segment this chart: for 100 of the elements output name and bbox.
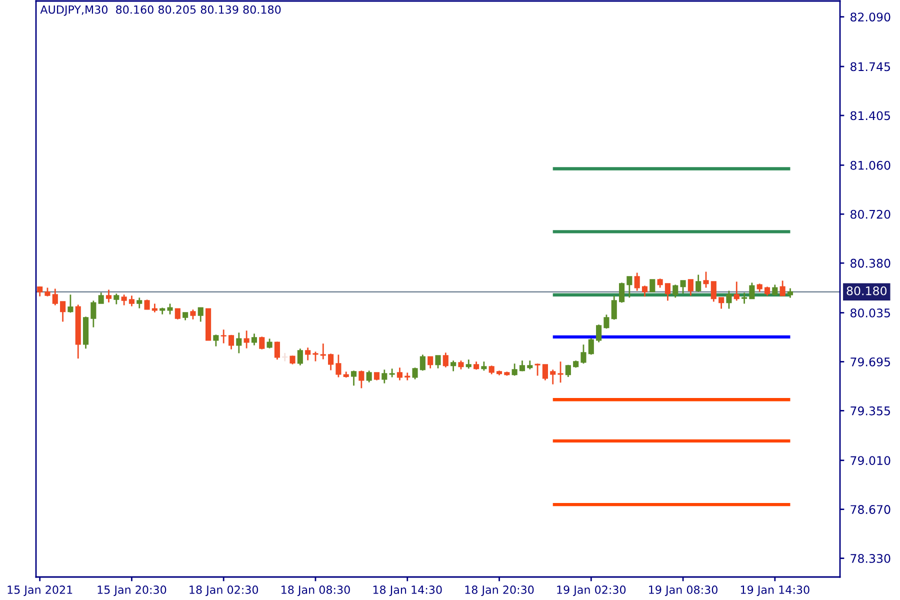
candlestick (734, 280, 740, 302)
x-tick-label: 15 Jan 20:30 (98, 586, 166, 596)
y-tick-label: 79.010 (850, 456, 890, 466)
candlestick (696, 274, 702, 292)
candlestick (244, 330, 250, 350)
candlestick (703, 271, 709, 288)
candlestick (565, 364, 571, 378)
candlestick (114, 292, 120, 305)
candlestick (190, 308, 196, 320)
candlestick (90, 300, 96, 328)
candlestick (128, 294, 134, 307)
candlestick (618, 282, 625, 304)
candlestick (742, 292, 748, 304)
candlestick (136, 296, 142, 309)
x-tick-label: 18 Jan 20:30 (465, 586, 534, 596)
candlestick (144, 298, 150, 310)
candlestick (680, 280, 686, 294)
x-tick-label: 19 Jan 02:30 (557, 586, 626, 596)
x-tick-label: 19 Jan 14:30 (740, 586, 810, 596)
candlestick (259, 336, 265, 350)
candlestick (236, 332, 242, 354)
y-tick-label: 81.405 (850, 111, 890, 120)
x-tick-label: 18 Jan 08:30 (282, 586, 350, 596)
candlestick (466, 358, 472, 370)
candlestick (167, 302, 173, 316)
candlestick (657, 278, 663, 288)
x-tick-label: 18 Jan 02:30 (190, 586, 258, 596)
candlestick (305, 346, 311, 361)
candlestick (320, 342, 326, 360)
candlestick (611, 294, 617, 320)
candlestick (718, 296, 724, 310)
candlestick (389, 368, 395, 378)
x-tick-label: 19 Jan 08:30 (649, 586, 718, 596)
candlestick (174, 308, 180, 320)
candlestick (213, 334, 219, 348)
candlestick (442, 352, 448, 368)
candlestick (220, 328, 226, 344)
chart-title: AUDJPY,M30 80.160 80.205 80.139 80.180 (40, 5, 281, 16)
y-tick-label: 78.670 (850, 505, 890, 514)
candlestick (726, 290, 732, 310)
candlestick (450, 360, 456, 372)
candlestick (274, 341, 280, 360)
candlestick (266, 338, 272, 350)
x-tick-label: 15 Jan 2021 (8, 586, 72, 596)
y-tick-label: 79.355 (850, 406, 890, 416)
candlestick (428, 356, 434, 370)
candlestick (588, 338, 594, 356)
candlestick (336, 354, 342, 378)
candlestick (596, 324, 602, 343)
candlestick (710, 280, 716, 302)
candlestick (772, 284, 778, 296)
candlestick (688, 278, 694, 296)
y-tick-label: 80.380 (850, 258, 890, 268)
candlestick (366, 370, 372, 384)
candlestick (328, 352, 334, 371)
candlestick (558, 360, 564, 384)
candlestick (749, 282, 755, 300)
candlestick (550, 368, 556, 386)
candlestick (312, 350, 318, 362)
candlestick (121, 294, 127, 306)
candlestick (382, 368, 388, 384)
candlestick (650, 279, 656, 292)
candlestick (481, 360, 487, 372)
candlestick (282, 352, 288, 362)
candlestick (228, 334, 234, 350)
candlestick (626, 276, 632, 298)
candlestick (435, 354, 441, 370)
candlestick (542, 364, 548, 381)
y-tick-label: 80.720 (850, 210, 890, 219)
candlestick (106, 289, 112, 304)
candlestick (404, 372, 410, 381)
candlestick (60, 300, 66, 322)
y-tick-label: 79.695 (850, 357, 890, 366)
candlestick (672, 284, 678, 298)
candlestick (297, 348, 303, 366)
candlestick (780, 280, 786, 296)
candlestick (420, 354, 426, 372)
candlestick (98, 292, 104, 304)
candlestick (580, 344, 586, 364)
y-tick-label: 81.060 (850, 160, 890, 170)
y-tick-label: 78.330 (850, 554, 890, 563)
candlestick (396, 366, 402, 381)
candlestick (634, 272, 640, 292)
candlestick (358, 370, 364, 389)
candlestick (512, 362, 518, 376)
candlestick (534, 362, 540, 376)
candlestick (604, 314, 610, 330)
y-tick-label: 80.035 (850, 308, 890, 318)
candlestick (68, 294, 74, 314)
candlestick (350, 370, 357, 386)
y-tick-label: 82.090 (850, 12, 890, 22)
candlestick (251, 332, 258, 346)
candlestick (664, 282, 670, 302)
y-tick-label: 81.745 (850, 62, 890, 72)
x-tick-label: 18 Jan 14:30 (373, 586, 442, 596)
candlestick (787, 288, 794, 298)
ref-line-label: 80.180 (846, 286, 887, 296)
candlestick (642, 284, 648, 298)
candlestick (198, 307, 204, 322)
candlestick (412, 366, 418, 380)
